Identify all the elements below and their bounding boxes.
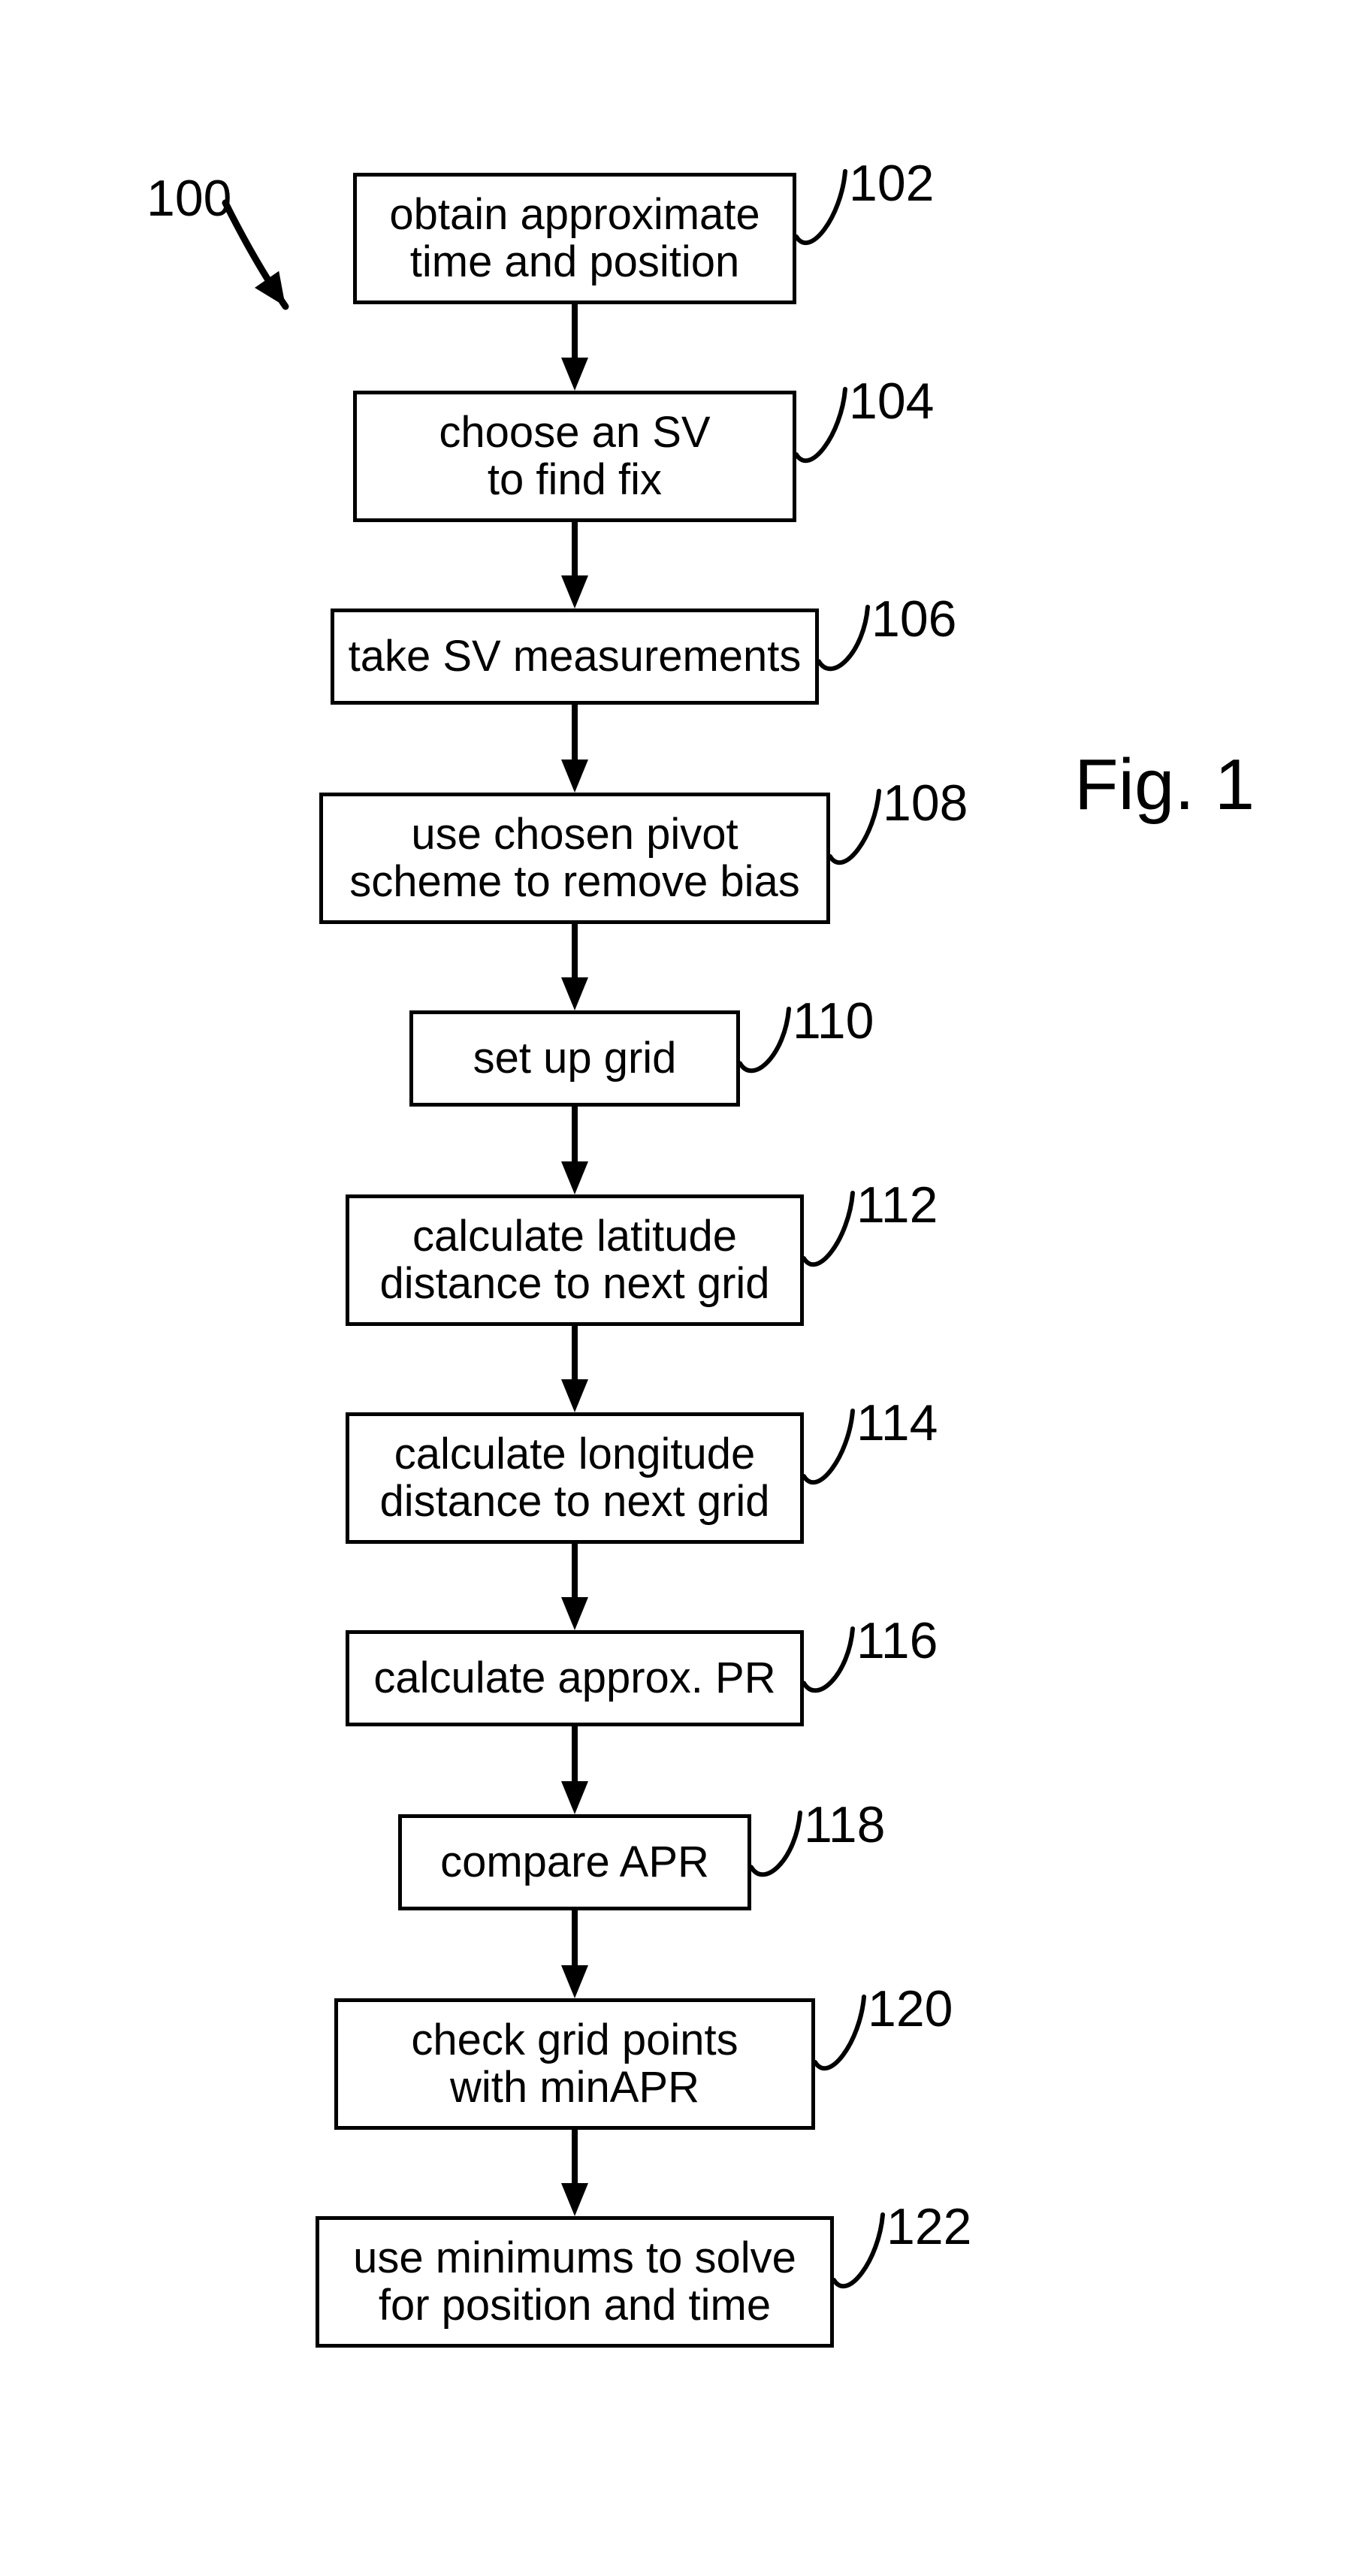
diagram-ref-label: 100 (146, 169, 231, 228)
flow-node-114: calculate longitudedistance to next grid (346, 1412, 804, 1544)
flow-node-text: use minimums to solvefor position and ti… (353, 2235, 796, 2329)
flow-node-120: check grid pointswith minAPR (334, 1998, 815, 2130)
node-ref-label-104: 104 (849, 372, 934, 430)
figure-label: Fig. 1 (1074, 744, 1255, 826)
flow-node-text: calculate latitudedistance to next grid (379, 1213, 769, 1307)
node-ref-label-122: 122 (886, 2197, 971, 2256)
flow-node-text: check grid pointswith minAPR (411, 2017, 738, 2111)
node-ref-label-118: 118 (804, 1795, 885, 1854)
flow-node-118: compare APR (398, 1814, 751, 1910)
flow-node-text: set up grid (473, 1035, 677, 1083)
flow-node-116: calculate approx. PR (346, 1630, 804, 1726)
node-ref-label-114: 114 (856, 1394, 938, 1452)
node-ref-label-106: 106 (871, 590, 956, 648)
node-ref-label-102: 102 (849, 154, 934, 213)
node-ref-label-112: 112 (856, 1176, 938, 1234)
flow-node-text: choose an SVto find fix (439, 409, 710, 503)
flow-node-112: calculate latitudedistance to next grid (346, 1194, 804, 1326)
flow-node-text: compare APR (440, 1839, 709, 1886)
flow-node-text: use chosen pivotscheme to remove bias (349, 811, 800, 905)
flow-node-text: take SV measurements (349, 633, 802, 681)
flow-node-106: take SV measurements (331, 609, 819, 705)
flow-node-text: calculate approx. PR (373, 1655, 775, 1702)
flow-node-text: calculate longitudedistance to next grid (379, 1431, 769, 1525)
flow-node-108: use chosen pivotscheme to remove bias (319, 793, 830, 924)
flow-node-104: choose an SVto find fix (353, 391, 796, 522)
node-ref-label-110: 110 (793, 992, 874, 1050)
flow-node-102: obtain approximatetime and position (353, 173, 796, 304)
node-ref-label-108: 108 (883, 774, 968, 832)
node-ref-label-116: 116 (856, 1611, 938, 1670)
flow-node-122: use minimums to solvefor position and ti… (316, 2216, 834, 2348)
node-ref-label-120: 120 (868, 1980, 953, 2038)
flow-node-110: set up grid (409, 1010, 740, 1107)
flow-node-text: obtain approximatetime and position (389, 192, 760, 285)
